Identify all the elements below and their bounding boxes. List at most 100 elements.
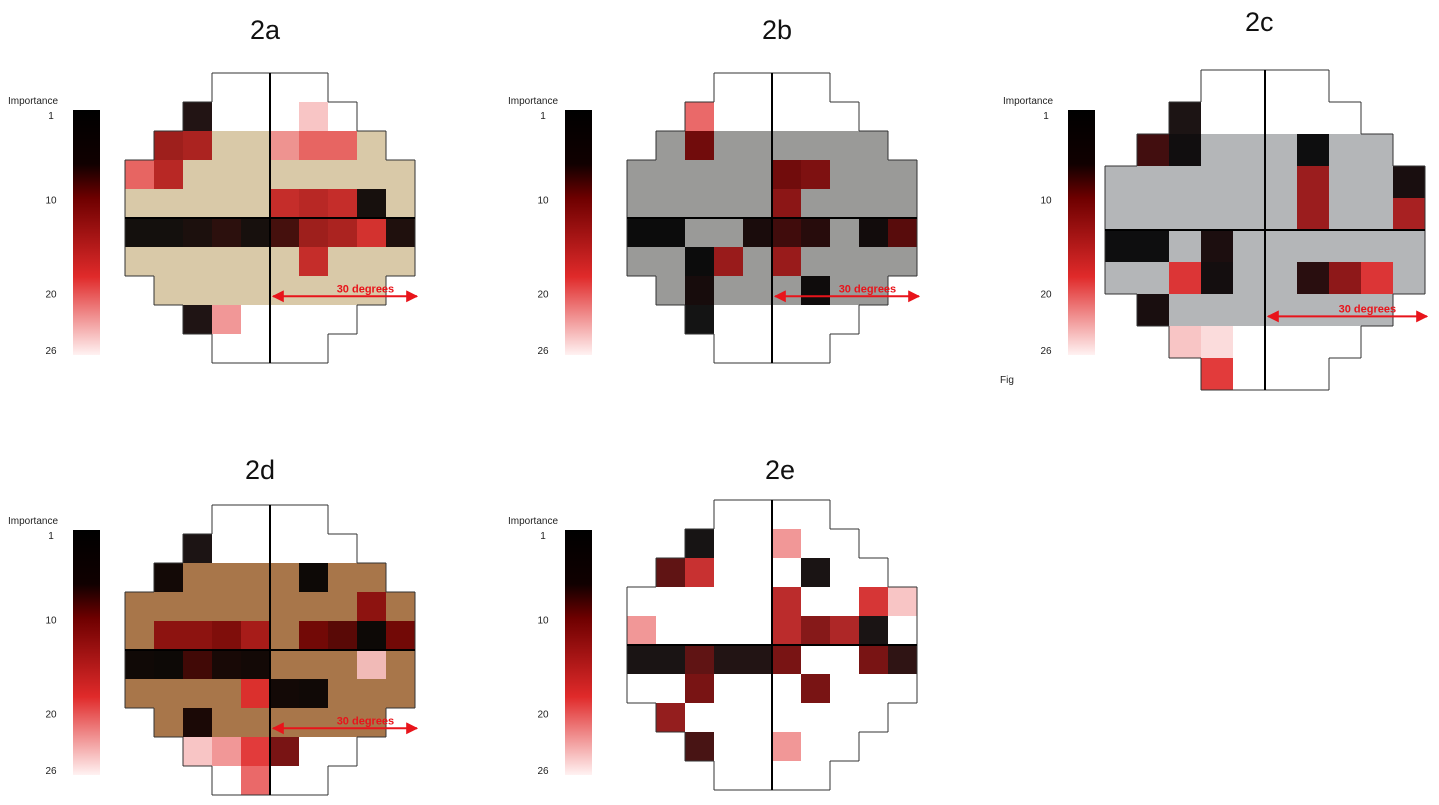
field-cell	[830, 587, 859, 616]
heat-cell	[685, 529, 714, 558]
heat-cell	[685, 247, 714, 276]
field-cell	[1265, 70, 1297, 102]
field-cell	[212, 766, 241, 795]
heat-cell	[1201, 326, 1233, 358]
field-outline	[124, 504, 416, 796]
field-cell	[386, 650, 415, 679]
field-cell	[270, 563, 299, 592]
heat-cell	[270, 737, 299, 766]
field-cell	[1329, 166, 1361, 198]
field-cell	[386, 247, 415, 276]
heat-cell	[270, 218, 299, 247]
field-cell	[888, 616, 917, 645]
field-cell	[125, 189, 154, 218]
field-cell	[772, 558, 801, 587]
field-cell	[743, 276, 772, 305]
colorbar-tick: 26	[537, 346, 549, 357]
field-cell	[154, 592, 183, 621]
field-cell	[1233, 198, 1265, 230]
heat-cell	[183, 131, 212, 160]
heat-cell	[212, 737, 241, 766]
field-cell	[743, 529, 772, 558]
field-cell	[1329, 134, 1361, 166]
field-cell	[1201, 198, 1233, 230]
field-cell	[357, 563, 386, 592]
field-cell	[743, 189, 772, 218]
field-cell	[241, 592, 270, 621]
heat-cell	[627, 645, 656, 674]
field-cell	[241, 102, 270, 131]
heat-cell	[154, 650, 183, 679]
field-cell	[743, 761, 772, 790]
colorbar	[565, 110, 592, 355]
field-outline	[1104, 69, 1426, 391]
field-cell	[830, 529, 859, 558]
colorbar-tick: 20	[45, 290, 57, 301]
heat-cell	[859, 218, 888, 247]
heat-cell	[859, 645, 888, 674]
field-cell	[743, 703, 772, 732]
field-cell	[1329, 198, 1361, 230]
field-cell	[743, 131, 772, 160]
field-cell	[299, 766, 328, 795]
field-cell	[1169, 198, 1201, 230]
field-cell	[212, 247, 241, 276]
field-cell	[656, 189, 685, 218]
colorbar-tick: 10	[537, 196, 549, 207]
colorbar	[73, 530, 100, 775]
field-cell	[183, 160, 212, 189]
field-cell	[183, 276, 212, 305]
heat-cell	[1393, 198, 1425, 230]
field-cell	[743, 334, 772, 363]
heat-cell	[386, 218, 415, 247]
field-cell	[743, 558, 772, 587]
heat-cell	[154, 621, 183, 650]
field-cell	[299, 592, 328, 621]
heat-cell	[830, 616, 859, 645]
colorbar-tick: 20	[1040, 290, 1052, 301]
heat-cell	[183, 305, 212, 334]
heat-cell	[1329, 262, 1361, 294]
heat-cell	[1169, 134, 1201, 166]
field-cell	[801, 102, 830, 131]
field-cell	[772, 500, 801, 529]
field-cell	[299, 276, 328, 305]
field-cell	[299, 334, 328, 363]
field-cell	[801, 131, 830, 160]
field-cell	[1105, 262, 1137, 294]
field-cell	[888, 674, 917, 703]
field-cell	[801, 334, 830, 363]
field-cell	[1201, 102, 1233, 134]
field-cell	[241, 534, 270, 563]
field-cell	[743, 500, 772, 529]
colorbar-tick: 1	[48, 531, 54, 542]
field-cell	[830, 131, 859, 160]
colorbar-tick: 1	[540, 111, 546, 122]
field-cell	[1329, 102, 1361, 134]
field-cell	[212, 189, 241, 218]
field-cell	[859, 189, 888, 218]
field-cell	[125, 621, 154, 650]
heat-cell	[801, 558, 830, 587]
field-cell	[1233, 326, 1265, 358]
colorbar-tick: 1	[540, 531, 546, 542]
field-cell	[212, 73, 241, 102]
panel-title: 2b	[762, 15, 792, 45]
field-cell	[1297, 102, 1329, 134]
field-cell	[772, 674, 801, 703]
field-cell	[801, 500, 830, 529]
field-cell	[299, 737, 328, 766]
field-cell	[656, 674, 685, 703]
heat-cell	[154, 563, 183, 592]
field-cell	[299, 160, 328, 189]
field-cell	[125, 679, 154, 708]
field-cell	[859, 131, 888, 160]
heat-cell	[299, 218, 328, 247]
heat-cell	[299, 131, 328, 160]
field-cell	[1265, 294, 1297, 326]
field-cell	[714, 761, 743, 790]
colorbar	[1068, 110, 1095, 355]
heat-cell	[1201, 230, 1233, 262]
field-cell	[1201, 134, 1233, 166]
field-cell	[772, 276, 801, 305]
